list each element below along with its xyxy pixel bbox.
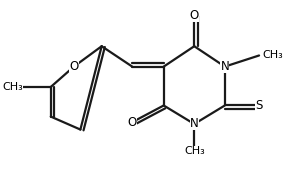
Text: O: O [128,116,137,129]
Text: CH₃: CH₃ [184,146,205,156]
Text: N: N [220,60,229,73]
Text: O: O [69,60,79,73]
Text: O: O [190,9,199,22]
Text: CH₃: CH₃ [263,51,284,61]
Text: S: S [255,99,263,112]
Text: CH₃: CH₃ [2,82,23,92]
Text: N: N [190,117,199,130]
